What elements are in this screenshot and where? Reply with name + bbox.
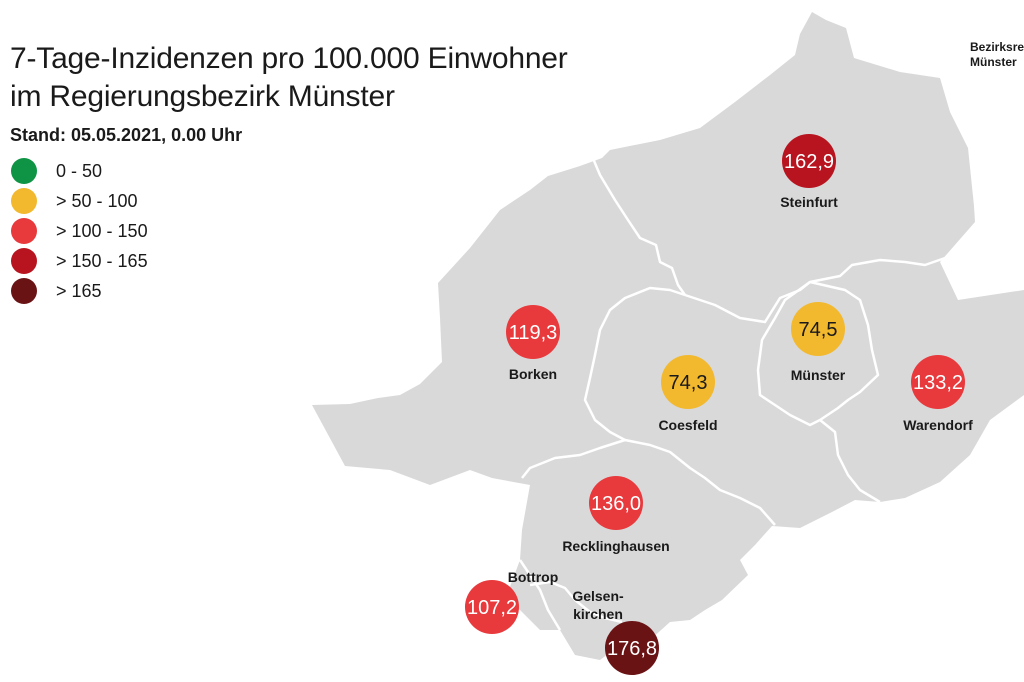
region-outline	[312, 12, 1024, 660]
incidence-bubble	[791, 302, 845, 356]
legend-swatch-red	[11, 218, 37, 244]
incidence-bubble	[465, 580, 519, 634]
district-coesfeld: 74,3 Coesfeld	[658, 355, 718, 433]
district-recklinghausen: 136,0 Recklinghausen	[562, 476, 670, 554]
incidence-bubble	[589, 476, 643, 530]
incidence-bubble	[911, 355, 965, 409]
legend-label: > 165	[56, 281, 102, 301]
district-bottrop: 107,2 Bottrop	[465, 569, 558, 634]
incidence-value: 74,5	[799, 319, 838, 341]
district-steinfurt: 162,9 Steinfurt	[780, 134, 838, 210]
incidence-bubble	[605, 621, 659, 675]
legend-label: 0 - 50	[56, 161, 103, 181]
incidence-bubble	[782, 134, 836, 188]
data-timestamp: Stand: 05.05.2021, 0.00 Uhr	[10, 125, 243, 145]
incidence-value: 133,2	[913, 372, 963, 394]
incidence-value: 176,8	[607, 638, 657, 660]
district-gelsenkirchen: 176,8 Gelsen-kirchen	[572, 588, 659, 675]
legend-swatch-maroon	[11, 278, 37, 304]
district-warendorf: 133,2 Warendorf	[903, 355, 973, 433]
district-name: Bottrop	[508, 569, 559, 585]
district-name: Borken	[509, 366, 557, 382]
district-name: Recklinghausen	[562, 538, 669, 554]
district-name: Münster	[791, 367, 846, 383]
incidence-value: 136,0	[591, 493, 641, 515]
page-title-line-1: 7-Tage-Inzidenzen pro 100.000 Einwohner	[10, 42, 568, 75]
page-title-line-2: im Regierungsbezirk Münster	[10, 80, 395, 113]
district-borken: 119,3 Borken	[506, 305, 560, 382]
legend-label: > 50 - 100	[56, 191, 138, 211]
district-muenster: 74,5 Münster	[791, 302, 846, 383]
logo-bezirksregierung: Bezirksre Münster	[970, 40, 1024, 70]
district-name: Gelsen-	[572, 588, 624, 604]
incidence-value: 119,3	[509, 322, 558, 344]
legend-label: > 100 - 150	[56, 221, 148, 241]
district-name: kirchen	[573, 606, 623, 622]
district-name: Warendorf	[903, 417, 973, 433]
logo-line-1: Bezirksre	[970, 40, 1024, 54]
district-borders	[518, 155, 946, 631]
district-name: Steinfurt	[780, 194, 838, 210]
incidence-value: 74,3	[669, 372, 708, 394]
incidence-value: 162,9	[784, 151, 834, 173]
legend-swatch-yellow	[11, 188, 37, 214]
logo-line-2: Münster	[970, 55, 1017, 69]
district-name: Coesfeld	[658, 417, 717, 433]
legend-label: > 150 - 165	[56, 251, 148, 271]
legend-swatch-dark-red	[11, 248, 37, 274]
incidence-bubble	[506, 305, 560, 359]
legend-swatch-green	[11, 158, 37, 184]
incidence-value: 107,2	[467, 597, 517, 619]
incidence-bubble	[661, 355, 715, 409]
